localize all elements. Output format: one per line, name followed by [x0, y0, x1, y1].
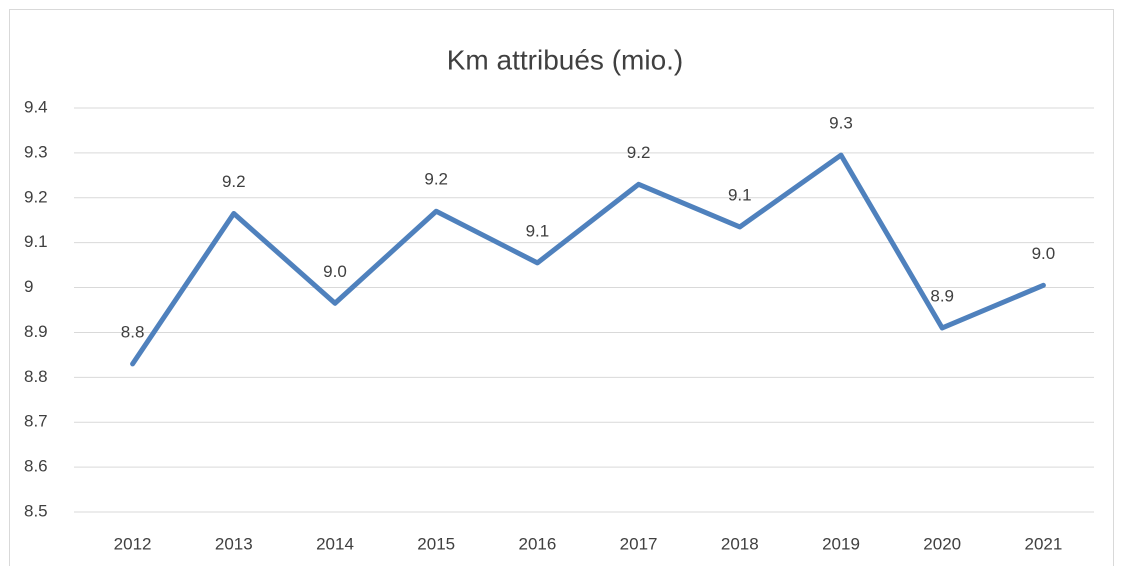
x-tick-label: 2018: [721, 534, 759, 553]
data-line: [130, 152, 1046, 367]
x-tick-label: 2016: [518, 534, 556, 553]
x-tick-label: 2021: [1024, 534, 1062, 553]
x-tick-label: 2012: [114, 534, 152, 553]
y-tick-label: 9: [24, 277, 33, 296]
y-tick-label: 8.5: [24, 501, 48, 520]
data-label: 9.1: [728, 185, 752, 204]
y-tick-label: 9.3: [24, 142, 48, 161]
data-label: 8.9: [930, 286, 954, 305]
data-label: 9.2: [424, 170, 448, 189]
data-label: 9.3: [829, 114, 853, 133]
y-tick-label: 8.7: [24, 412, 48, 431]
y-tick-label: 9.4: [24, 97, 48, 116]
data-label: 8.8: [121, 322, 145, 341]
y-tick-label: 9.2: [24, 187, 48, 206]
data-label: 9.2: [627, 143, 651, 162]
y-tick-label: 8.6: [24, 457, 48, 476]
x-tick-label: 2014: [316, 534, 354, 553]
data-label: 9.2: [222, 172, 246, 191]
y-tick-label: 8.9: [24, 322, 48, 341]
x-tick-label: 2013: [215, 534, 253, 553]
x-tick-label: 2019: [822, 534, 860, 553]
data-label: 9.0: [323, 262, 347, 281]
data-label: 9.0: [1032, 244, 1056, 263]
x-tick-label: 2015: [417, 534, 455, 553]
y-tick-label: 9.1: [24, 232, 48, 251]
chart-title: Km attribués (mio.): [447, 44, 684, 75]
x-tick-label: 2020: [923, 534, 961, 553]
y-tick-label: 8.8: [24, 367, 48, 386]
data-label: 9.1: [526, 221, 550, 240]
chart-border: [9, 9, 1114, 566]
x-tick-label: 2017: [620, 534, 658, 553]
